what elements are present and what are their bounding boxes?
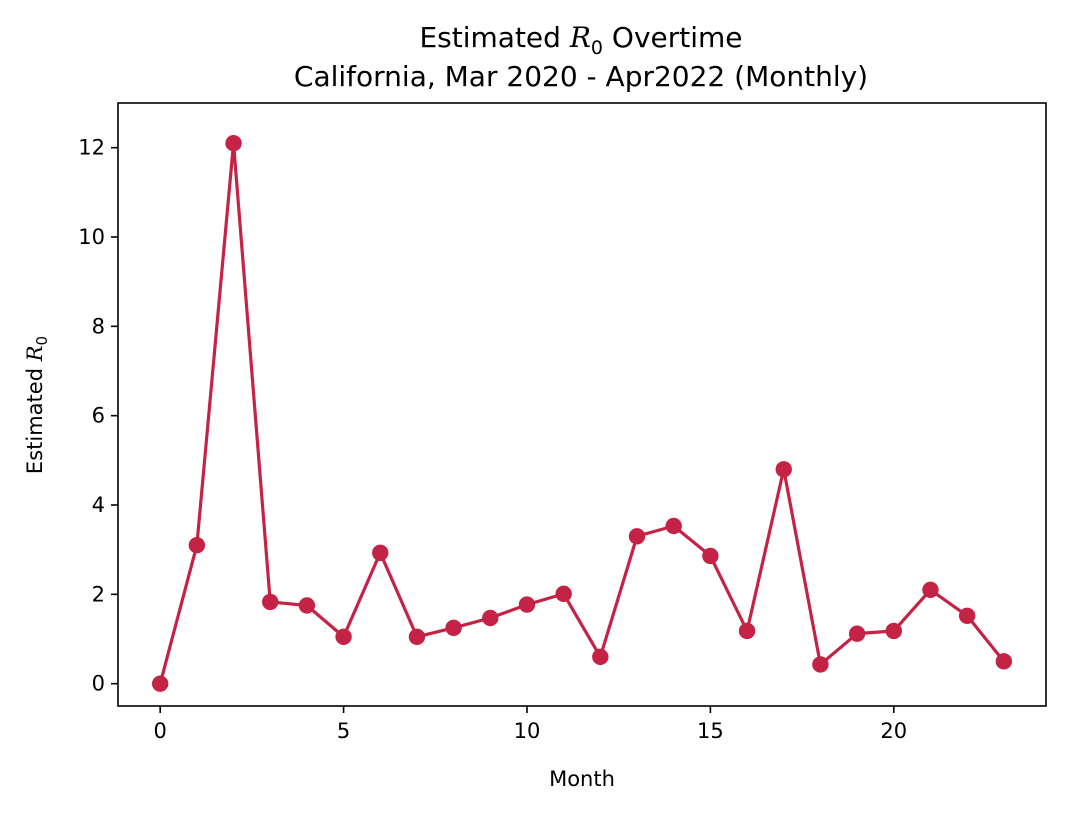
- data-point: [995, 653, 1013, 670]
- chart-title-line2: California, Mar 2020 - Apr2022 (Monthly): [294, 60, 868, 93]
- data-point: [812, 656, 829, 673]
- y-axis-label-subscript: 0: [33, 336, 51, 346]
- data-point: [885, 622, 902, 640]
- x-tick-label: 20: [880, 719, 907, 743]
- data-point: [592, 648, 609, 666]
- data-point: [262, 593, 279, 611]
- data-point: [555, 585, 572, 603]
- chart-title-subscript: 0: [591, 37, 603, 59]
- chart-title-suffix: Overtime: [603, 21, 743, 54]
- data-point: [225, 135, 242, 152]
- data-point: [738, 622, 756, 640]
- data-point: [151, 675, 169, 692]
- data-point: [775, 461, 792, 478]
- data-point: [335, 628, 352, 645]
- plot-area: [117, 102, 1047, 707]
- y-tick-label: 8: [92, 314, 105, 338]
- series-layer: [151, 135, 1013, 692]
- chart-title-line1: Estimated R0 Overtime: [419, 21, 742, 59]
- chart-title-symbol: R: [569, 21, 591, 54]
- data-point: [482, 609, 499, 627]
- y-tick-label: 0: [92, 672, 105, 696]
- y-tick-label: 2: [92, 582, 105, 606]
- data-point: [188, 537, 206, 554]
- data-point: [445, 619, 462, 637]
- x-axis-label: Month: [549, 767, 615, 791]
- y-axis-label-symbol: R: [23, 345, 47, 362]
- y-tick-label: 6: [92, 404, 105, 428]
- y-tick-label: 12: [78, 136, 105, 160]
- y-tick-label: 4: [92, 493, 105, 517]
- data-point: [848, 625, 866, 642]
- chart-title-prefix: Estimated: [419, 21, 569, 54]
- data-point: [922, 581, 939, 599]
- y-axis-label-prefix: Estimated: [23, 361, 47, 474]
- x-tick-label: 15: [697, 719, 724, 743]
- y-axis-label: Estimated R0: [23, 336, 51, 474]
- data-point: [702, 547, 719, 565]
- data-point: [372, 544, 389, 561]
- data-point: [408, 628, 426, 645]
- data-point: [628, 528, 646, 545]
- x-axis: 0 5 10 15 20: [153, 706, 907, 743]
- x-tick-label: 5: [337, 719, 350, 743]
- data-point: [665, 517, 682, 535]
- y-tick-label: 10: [78, 225, 105, 249]
- data-point: [958, 607, 976, 624]
- x-tick-label: 10: [514, 719, 541, 743]
- data-point: [298, 597, 316, 614]
- x-tick-label: 0: [153, 719, 166, 743]
- y-axis: 0 2 4 6 8 10 12: [78, 136, 118, 696]
- data-point: [518, 596, 536, 613]
